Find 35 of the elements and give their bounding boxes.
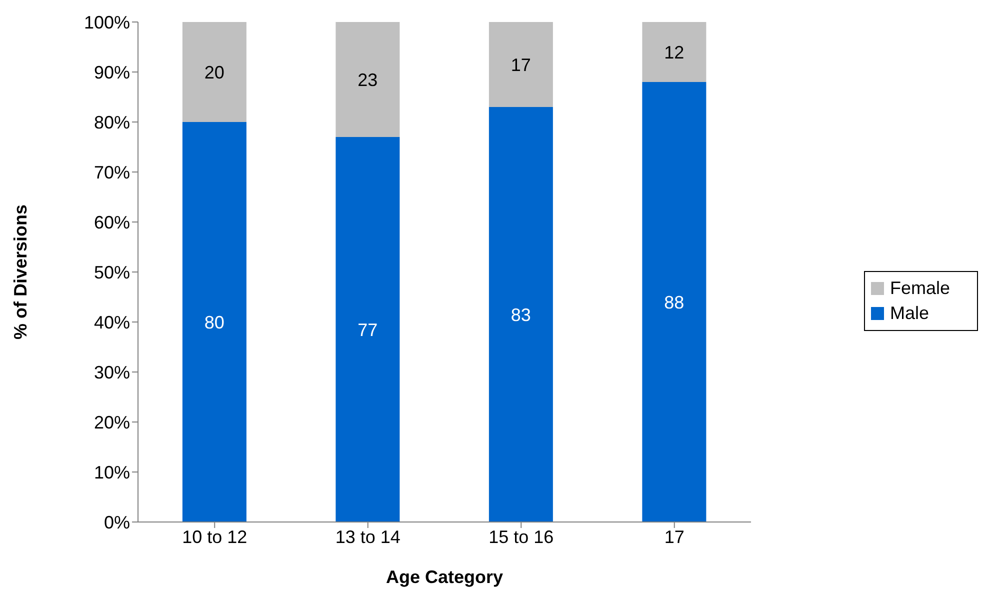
x-tick-label: 13 to 14 [335,526,400,547]
y-tick-label: 100% [84,12,130,32]
bar [488,107,553,522]
legend-label: Male [890,302,930,324]
bar [642,82,706,522]
y-tick-label: 0% [104,512,130,532]
y-tick-label: 80% [94,112,130,132]
data-label: 77 [358,320,378,340]
data-label: 88 [664,292,684,312]
legend-label: Female [890,278,950,298]
x-tick-label: 15 to 16 [488,526,554,547]
x-axis-title: Age Category [386,567,504,587]
x-tick-label: 10 to 12 [182,526,248,547]
y-tick-label: 40% [94,312,130,332]
data-label: 83 [510,304,531,325]
data-label: 20 [204,62,224,82]
bar [182,122,246,522]
y-tick-label: 20% [94,412,130,432]
bar [336,137,400,522]
y-tick-label: 60% [94,212,130,232]
data-label: 17 [510,54,531,75]
data-label: 12 [664,42,684,62]
y-tick-label: 50% [94,262,130,282]
bar [488,22,553,107]
y-axis-title: % of Diversions [10,204,30,340]
data-label: 80 [204,312,224,332]
y-tick-label: 30% [94,362,130,382]
y-tick-label: 70% [94,162,130,182]
bar [336,22,400,137]
data-label: 23 [358,70,378,90]
bar [182,22,246,122]
x-tick-label: 17 [664,526,684,547]
y-tick-label: 90% [94,62,130,82]
bar [642,22,706,82]
y-tick-label: 10% [94,462,130,482]
